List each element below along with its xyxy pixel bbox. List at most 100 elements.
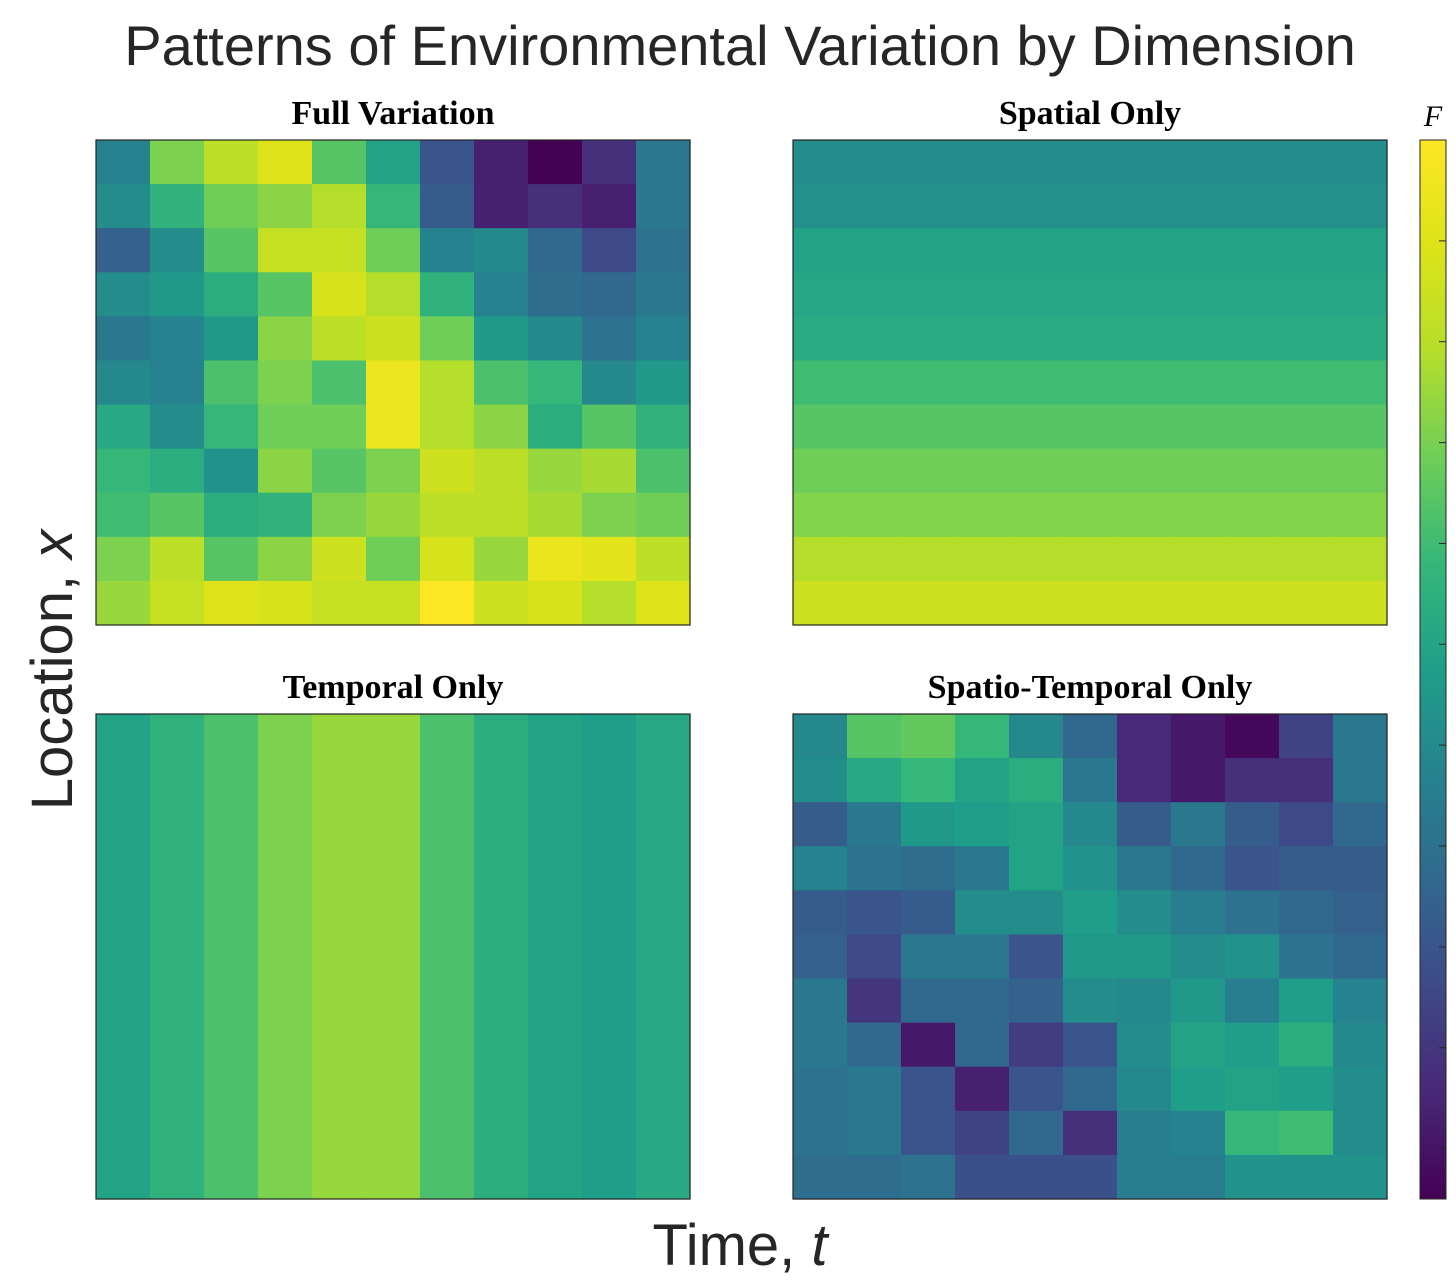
heatmap-cell [1063,846,1118,891]
colorbar-gradient [1419,139,1447,1200]
heatmap-cell [1333,1110,1388,1156]
panel-frame [792,713,1388,1200]
heatmap-cell [847,140,902,185]
panel-title-temporal-only: Temporal Only [283,669,504,706]
heatmap-cell [474,934,529,980]
heatmap-cell [582,846,637,891]
heatmap-cell [1279,1110,1334,1156]
heatmap-cell [96,404,151,450]
heatmap-cell [1009,448,1064,494]
heatmap-cell [1117,184,1172,229]
heatmap-cell [204,580,259,626]
heatmap-cell [420,802,475,847]
heatmap-cell [1225,184,1280,229]
heatmap-cell [1063,1022,1118,1068]
heatmap-cell [1117,1154,1172,1200]
panel-spatial-only: Spatial Only [792,95,1388,626]
heatmap-cell [258,934,313,980]
heatmap-cell [528,1022,583,1068]
heatmap-cell [1171,580,1226,626]
panel-frame [792,139,1388,626]
heatmap-cell [1171,140,1226,185]
heatmap-cell [312,140,367,185]
heatmap-cell [1063,1110,1118,1156]
heatmap-cell [582,1154,637,1200]
heatmap-cell [150,448,205,494]
heatmap-cell [528,228,583,273]
heatmap-cell [96,184,151,229]
heatmap-cell [793,140,848,185]
heatmap-cell [204,140,259,185]
heatmap-cell [1225,1066,1280,1112]
heatmap-cell [955,272,1010,317]
x-axis-label: Time, t [652,1213,830,1278]
heatmap-cell [793,846,848,891]
heatmap-cell [636,1022,691,1068]
heatmap-cell [204,448,259,494]
heatmap-cell [474,978,529,1024]
heatmap-cell [150,758,205,803]
heatmap-cell [955,1066,1010,1112]
heatmap-cell [474,714,529,759]
heatmap-cell [258,140,313,185]
heatmap-cell [528,316,583,362]
heatmap-cell [955,580,1010,626]
heatmap-cell [366,1110,421,1156]
heatmap-cell [1009,140,1064,185]
heatmap-cell [96,758,151,803]
heatmap-cell [1171,978,1226,1024]
heatmap-cell [582,758,637,803]
heatmap-cell [1279,272,1334,317]
heatmap-cell [955,714,1010,759]
heatmap-cell [955,802,1010,847]
heatmap-cell [150,184,205,229]
heatmap-cell [312,890,367,936]
heatmap-cell [204,1066,259,1112]
heatmap-cell [1063,140,1118,185]
heatmap-cell [1117,316,1172,362]
heatmap-cell [1279,978,1334,1024]
heatmap-cell [636,316,691,362]
heatmap-cell [528,140,583,185]
heatmap-cell [1225,978,1280,1024]
heatmap-cell [258,316,313,362]
heatmap-cell [1009,272,1064,317]
heatmap-cell [420,404,475,450]
heatmap-cell [1225,404,1280,450]
heatmap-cell [1063,360,1118,406]
heatmap-cell [258,714,313,759]
heatmap-cell [1225,492,1280,538]
heatmap-cell [847,404,902,450]
heatmap-cell [901,714,956,759]
heatmap-cell [1333,978,1388,1024]
heatmap-cell [901,404,956,450]
heatmap-cell [474,140,529,185]
heatmap-cell [528,978,583,1024]
heatmap-cell [955,758,1010,803]
heatmap-cell [528,492,583,538]
heatmap-cell [1225,714,1280,759]
heatmap-cell [847,1110,902,1156]
heatmap-cell [1009,846,1064,891]
heatmap-cell [1279,492,1334,538]
heatmap-cell [528,404,583,450]
heatmap-cell [901,846,956,891]
heatmap-cell [1117,360,1172,406]
heatmap-cell [793,934,848,980]
heatmap-cell [1063,272,1118,317]
x-axis-label-text: Time, [652,1213,811,1278]
heatmap-cell [1063,758,1118,803]
heatmap-cell [312,934,367,980]
heatmap-cell [420,714,475,759]
heatmap-cell [793,802,848,847]
heatmap-cell [1279,404,1334,450]
heatmap-cell [793,316,848,362]
heatmap-cell [474,890,529,936]
heatmap-cell [420,360,475,406]
heatmap-cell [420,890,475,936]
heatmap-cell [420,316,475,362]
heatmap-cell [150,802,205,847]
heatmap-cell [474,272,529,317]
heatmap-cell [1063,536,1118,582]
heatmap-cell [1063,404,1118,450]
